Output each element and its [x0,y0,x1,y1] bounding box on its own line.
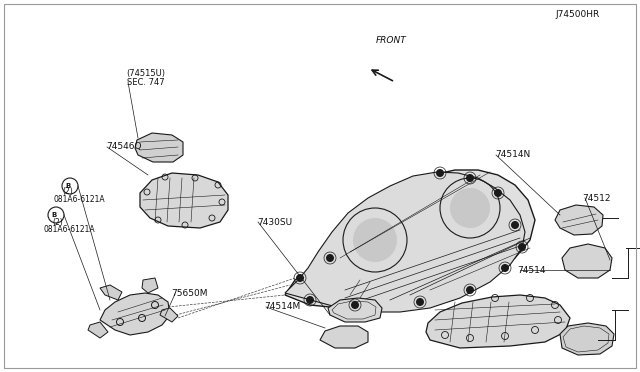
Text: FRONT: FRONT [376,36,406,45]
Circle shape [501,264,509,272]
Text: J74500HR: J74500HR [556,10,600,19]
Text: (2): (2) [62,187,73,196]
Circle shape [296,274,304,282]
Circle shape [511,221,519,229]
Polygon shape [560,323,614,355]
Text: 74514: 74514 [517,266,546,275]
Polygon shape [142,278,158,293]
Polygon shape [320,326,368,348]
Text: 081A6-6121A: 081A6-6121A [53,195,105,203]
Circle shape [436,169,444,177]
Circle shape [351,301,359,309]
Circle shape [450,188,490,228]
Text: 74514N: 74514N [495,150,531,159]
Text: (74515U): (74515U) [127,69,166,78]
Text: 74514M: 74514M [264,302,301,311]
Text: 74512: 74512 [582,194,611,203]
Polygon shape [328,298,382,322]
Text: (2): (2) [52,218,63,227]
Polygon shape [140,173,228,228]
Circle shape [306,296,314,304]
Polygon shape [88,322,108,338]
Circle shape [326,254,334,262]
Text: 7430SU: 7430SU [257,218,292,227]
Polygon shape [555,205,603,235]
Circle shape [416,298,424,306]
Circle shape [466,174,474,182]
Text: 081A6-6121A: 081A6-6121A [44,225,95,234]
Polygon shape [562,244,612,278]
Text: SEC. 747: SEC. 747 [127,78,164,87]
Text: 74546Q: 74546Q [106,142,141,151]
Polygon shape [285,170,535,310]
Polygon shape [100,285,122,300]
Polygon shape [285,172,525,312]
Polygon shape [135,133,183,162]
Text: 75650M: 75650M [172,289,208,298]
Text: B: B [51,212,56,218]
Circle shape [494,189,502,197]
Polygon shape [160,308,178,322]
Polygon shape [100,293,170,335]
Polygon shape [426,295,570,348]
Circle shape [466,286,474,294]
Text: B: B [65,183,70,189]
Circle shape [353,218,397,262]
Circle shape [518,243,526,251]
